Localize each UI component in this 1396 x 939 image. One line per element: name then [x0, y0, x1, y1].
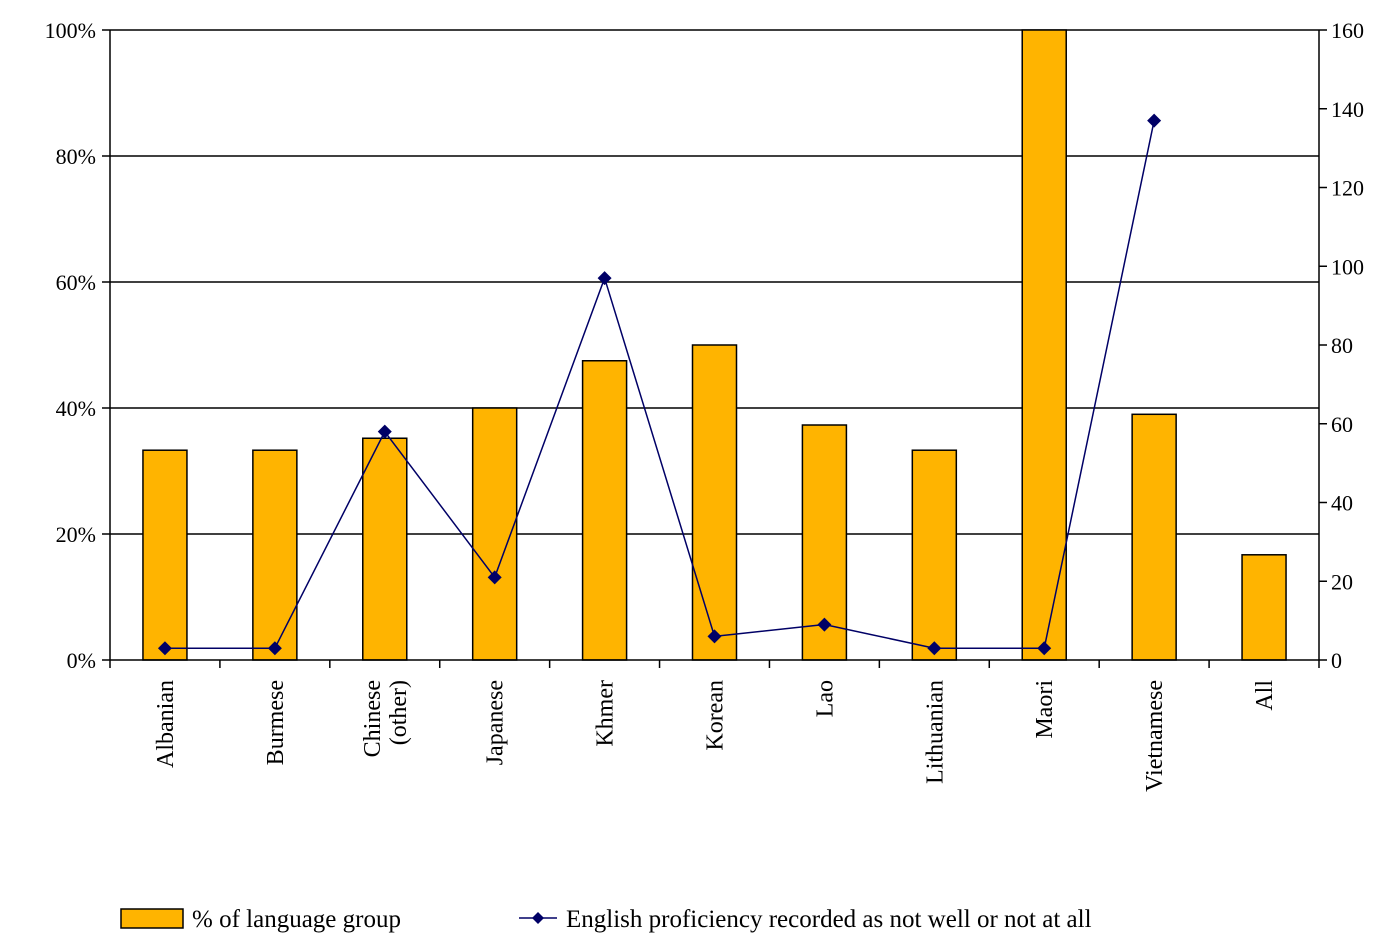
category-label: Maori [1032, 680, 1058, 739]
category-label: Chinese (other) [360, 680, 412, 757]
category-label: Japanese [483, 680, 509, 765]
legend-marker-line [532, 912, 544, 924]
line-point [1147, 113, 1162, 128]
category-labels: Albanian Burmese Chinese (other) Japanese Khm… [153, 680, 1278, 792]
right-tick-label: 80 [1331, 333, 1353, 358]
right-axis-ticks: 0 20 40 60 80 100 120 140 160 [1319, 18, 1364, 673]
line-point [597, 271, 612, 286]
bar [1241, 554, 1287, 661]
right-tick-label: 40 [1331, 491, 1353, 516]
left-axis-ticks: 0% 20% 40% 60% 80% 100% [45, 18, 110, 673]
bar [691, 344, 738, 661]
left-tick-label: 60% [56, 270, 96, 295]
category-label: Khmer [593, 680, 619, 747]
line-point [377, 424, 392, 439]
bar [142, 449, 188, 661]
line-point [1037, 641, 1052, 656]
bar [1131, 413, 1177, 661]
category-label: Burmese [263, 680, 289, 765]
category-label: Albanian [153, 680, 179, 768]
category-label-line: Chinese [360, 680, 386, 757]
category-label: Lao [812, 680, 838, 717]
category-label-line: Lao [812, 680, 838, 717]
legend-label-line: English proficiency recorded as not well… [566, 906, 1092, 933]
bar-series [142, 29, 1287, 661]
category-label-line: Korean [703, 680, 729, 751]
line-point [927, 641, 942, 656]
category-label: Korean [703, 680, 729, 751]
category-label: Vietnamese [1142, 680, 1168, 792]
left-tick-label: 0% [67, 648, 96, 673]
legend-label-bar: % of language group [192, 906, 401, 933]
bar [911, 449, 958, 661]
category-label: Lithuanian [922, 680, 948, 784]
left-tick-label: 20% [56, 522, 96, 547]
left-tick-label: 80% [56, 144, 96, 169]
right-tick-label: 160 [1331, 18, 1364, 43]
category-label-line: Vietnamese [1142, 680, 1168, 792]
category-label-line: Albanian [153, 680, 179, 768]
line-point [157, 641, 172, 656]
category-label-line: Japanese [483, 680, 509, 765]
legend-swatch-bar [120, 908, 184, 929]
category-label-line: Burmese [263, 680, 289, 765]
left-tick-label: 100% [45, 18, 96, 43]
right-tick-label: 60 [1331, 412, 1353, 437]
right-tick-label: 140 [1331, 97, 1364, 122]
line-point [487, 570, 502, 585]
bar [362, 437, 408, 661]
bar [471, 407, 518, 661]
category-label-line: Khmer [593, 680, 619, 747]
gridlines [110, 29, 1319, 535]
right-tick-label: 100 [1331, 254, 1364, 279]
category-label-line: (other) [386, 680, 412, 745]
right-tick-label: 0 [1331, 648, 1342, 673]
category-label: All [1252, 680, 1278, 711]
category-label-line: Lithuanian [922, 680, 948, 784]
line-point [817, 617, 832, 632]
legend: % of language group English proficiency … [120, 906, 1092, 933]
category-label-line: Maori [1032, 680, 1058, 739]
line-series [157, 113, 1162, 656]
left-tick-label: 40% [56, 396, 96, 421]
line-point [707, 629, 722, 644]
line-point [267, 641, 282, 656]
bar [1021, 29, 1067, 661]
bar [252, 449, 298, 661]
series-line [164, 120, 1155, 649]
right-tick-label: 120 [1331, 176, 1364, 201]
right-tick-label: 20 [1331, 569, 1353, 594]
category-label-line: All [1252, 680, 1278, 711]
bar [581, 360, 628, 661]
